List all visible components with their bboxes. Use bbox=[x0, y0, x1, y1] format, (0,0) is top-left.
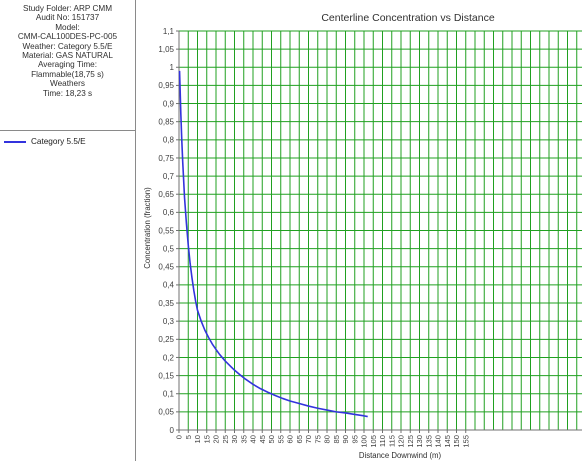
x-tick-label: 0 bbox=[175, 435, 184, 439]
y-tick-label: 0,7 bbox=[163, 172, 175, 181]
x-tick-label: 125 bbox=[406, 435, 415, 448]
info-line: Weather: Category 5.5/E bbox=[22, 41, 113, 51]
x-tick-label: 70 bbox=[304, 435, 313, 443]
series-layer bbox=[178, 70, 368, 418]
x-tick-label: 60 bbox=[286, 435, 295, 443]
legend-label: Category 5.5/E bbox=[31, 137, 86, 146]
legend: Category 5.5/E bbox=[0, 132, 135, 146]
x-tick-label: 130 bbox=[415, 435, 424, 448]
info-line: Material: GAS NATURAL bbox=[22, 51, 113, 61]
chart-area: 0 5 10 15 20 25 30 35 40 45 50 55 60 65 70 75 80 85 90 95 10… bbox=[136, 0, 582, 461]
x-tick-label: 155 bbox=[461, 435, 470, 448]
x-tick-label: 150 bbox=[452, 435, 461, 448]
x-tick-label: 65 bbox=[295, 435, 304, 443]
y-tick-label: 0,2 bbox=[163, 353, 175, 362]
y-axis-label: Concentration (fraction) bbox=[143, 187, 152, 269]
x-tick-label: 30 bbox=[230, 435, 239, 443]
x-tick-label: 105 bbox=[369, 435, 378, 448]
y-tick-label: 0,6 bbox=[163, 208, 175, 217]
y-tick-label: 0,65 bbox=[158, 190, 174, 199]
x-tick-label: 100 bbox=[360, 435, 369, 448]
y-tick-label: 0,4 bbox=[163, 281, 175, 290]
x-tick-label: 10 bbox=[193, 435, 202, 443]
left-panel: Study Folder: ARP CMM Audit No: 151737 Mod… bbox=[0, 0, 136, 461]
grid bbox=[179, 30, 582, 430]
info-line: Study Folder: ARP CMM bbox=[22, 4, 113, 13]
y-tick-label: 0,15 bbox=[158, 371, 174, 380]
x-tick-label: 50 bbox=[267, 435, 276, 443]
y-tick-label: 0,9 bbox=[163, 99, 175, 108]
x-tick-label: 135 bbox=[424, 435, 433, 448]
chart-title: Centerline Concentration vs Distance bbox=[321, 12, 494, 24]
x-tick-label: 120 bbox=[397, 435, 406, 448]
y-tick-label: 1,05 bbox=[158, 45, 174, 54]
y-tick-label: 1 bbox=[170, 63, 175, 72]
x-tick-label: 55 bbox=[276, 435, 285, 443]
series-line-category-5-5-e bbox=[178, 70, 368, 418]
x-tick-label: 95 bbox=[350, 435, 359, 443]
x-tick-label: 85 bbox=[332, 435, 341, 443]
y-tick-label: 0,85 bbox=[158, 117, 174, 126]
info-line: Time: 18,23 s bbox=[42, 88, 93, 98]
legend-swatch bbox=[4, 140, 26, 143]
x-tick-label: 145 bbox=[443, 435, 452, 448]
x-tick-label: 140 bbox=[434, 435, 443, 448]
x-tick-label: 110 bbox=[378, 435, 387, 447]
x-tick-label: 115 bbox=[387, 435, 396, 447]
chart-svg: 0 5 10 15 20 25 30 35 40 45 50 55 60 65 70 75 80 85 90 95 10… bbox=[143, 12, 582, 460]
info-line: CMM-CAL100DES-PC-005 bbox=[17, 32, 118, 42]
legend-entry: Category 5.5/E bbox=[0, 137, 135, 146]
y-tick-label: 0,3 bbox=[163, 317, 175, 326]
y-tick-label: 0,1 bbox=[163, 390, 175, 399]
y-tick-label: 1,1 bbox=[163, 27, 175, 36]
info-line: Flammable(18,75 s) bbox=[31, 69, 104, 79]
x-tick-label: 20 bbox=[212, 435, 221, 443]
y-tick-label: 0,45 bbox=[158, 263, 174, 272]
x-tick-label: 45 bbox=[258, 435, 267, 443]
study-info-box: Study Folder: ARP CMM Audit No: 151737 Mod… bbox=[0, 0, 135, 131]
x-tick-label: 15 bbox=[202, 435, 211, 443]
y-tick-label: 0,55 bbox=[158, 226, 174, 235]
y-tick-label: 0,8 bbox=[163, 136, 175, 145]
y-tick-label: 0,25 bbox=[158, 335, 174, 344]
x-tick-label: 5 bbox=[184, 435, 193, 439]
info-line: Model: bbox=[55, 22, 80, 32]
info-line: Audit No: 151737 bbox=[35, 13, 100, 23]
x-tick-label: 35 bbox=[239, 435, 248, 443]
y-tick-label: 0,05 bbox=[158, 408, 174, 417]
x-tick-label: 80 bbox=[323, 435, 332, 443]
x-tick-label: 25 bbox=[221, 435, 230, 443]
y-tick-label: 0,5 bbox=[163, 244, 175, 253]
x-tick-label: 90 bbox=[341, 435, 350, 443]
x-axis-label: Distance Downwind (m) bbox=[359, 451, 442, 460]
info-line: Averaging Time: bbox=[37, 60, 97, 70]
y-tick-label: 0 bbox=[170, 426, 175, 435]
info-line: Weathers bbox=[50, 79, 85, 89]
y-tick-label: 0,95 bbox=[158, 81, 174, 90]
y-tick-label: 0,35 bbox=[158, 299, 174, 308]
x-tick-label: 75 bbox=[313, 435, 322, 443]
axes: 0 5 10 15 20 25 30 35 40 45 50 55 60 65 70 75 80 85 90 95 10… bbox=[158, 27, 582, 448]
x-tick-label: 40 bbox=[249, 435, 258, 443]
y-tick-label: 0,75 bbox=[158, 154, 174, 163]
